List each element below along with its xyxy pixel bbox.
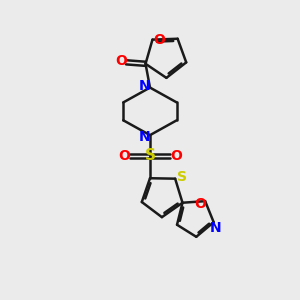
Text: O: O	[153, 33, 165, 46]
Text: O: O	[115, 54, 127, 68]
Text: N: N	[139, 130, 151, 144]
Text: O: O	[170, 149, 182, 163]
Text: N: N	[139, 79, 151, 93]
Text: O: O	[118, 149, 130, 163]
Text: O: O	[194, 197, 206, 211]
Text: N: N	[209, 220, 221, 235]
Text: S: S	[177, 170, 187, 184]
Text: S: S	[145, 148, 155, 163]
